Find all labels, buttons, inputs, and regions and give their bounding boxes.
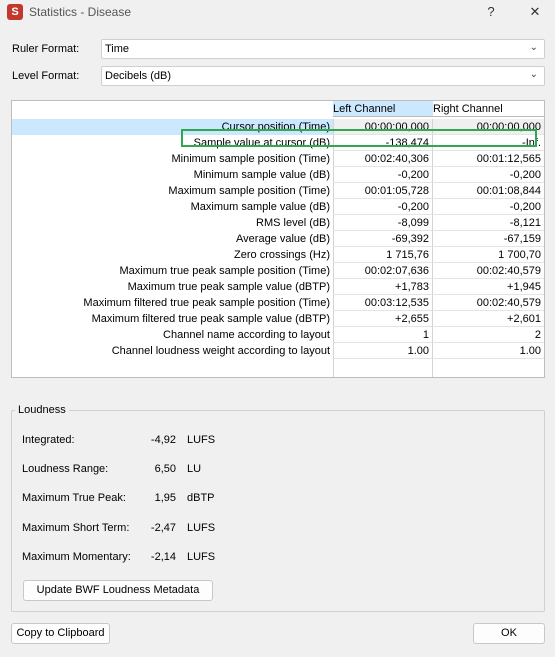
close-button[interactable]: ✕ — [529, 4, 541, 19]
max-true-peak-unit: dBTP — [187, 492, 215, 504]
row-label: Maximum true peak sample position (Time) — [119, 265, 331, 277]
copy-to-clipboard-button[interactable]: Copy to Clipboard — [11, 623, 110, 644]
right-value: -67,159 — [433, 231, 544, 247]
right-value: 1 700,70 — [433, 247, 544, 263]
left-value: +2,655 — [333, 311, 433, 327]
loudness-group-title: Loudness — [15, 404, 69, 416]
level-format-select[interactable]: Decibels (dB) ⌄ — [101, 66, 545, 86]
left-value: 00:01:05,728 — [333, 183, 433, 199]
table-row[interactable]: Channel name according to layout 1 2 — [12, 327, 544, 343]
left-value: 1 — [333, 327, 433, 343]
ruler-format-label: Ruler Format: — [12, 43, 80, 55]
row-label: Zero crossings (Hz) — [234, 249, 330, 261]
max-momentary-value: -2,14 — [150, 551, 176, 563]
app-logo-icon: S — [7, 4, 23, 20]
table-row[interactable]: Average value (dB) -69,392 -67,159 — [12, 231, 544, 247]
left-value: 1 715,76 — [333, 247, 433, 263]
left-value: 00:02:07,636 — [333, 263, 433, 279]
right-value: 00:02:40,579 — [433, 295, 544, 311]
integrated-unit: LUFS — [187, 434, 216, 446]
left-value: 00:00:00,000 — [333, 119, 433, 135]
right-value: +2,601 — [433, 311, 544, 327]
max-short-term-label: Maximum Short Term: — [22, 522, 130, 534]
column-header-right[interactable]: Right Channel — [433, 101, 544, 117]
max-momentary-label: Maximum Momentary: — [22, 551, 131, 563]
right-value: 00:01:08,844 — [433, 183, 544, 199]
help-button[interactable]: ? — [487, 4, 495, 19]
row-label: Channel loudness weight according to lay… — [111, 345, 330, 357]
row-label: Maximum sample value (dB) — [190, 201, 330, 213]
right-value: -Inf. — [433, 135, 544, 151]
right-value: -8,121 — [433, 215, 544, 231]
table-row[interactable]: Maximum true peak sample value (dBTP) +1… — [12, 279, 544, 295]
window-title: Statistics - Disease — [29, 5, 132, 19]
right-value: 1.00 — [433, 343, 544, 359]
update-bwf-button[interactable]: Update BWF Loudness Metadata — [23, 580, 213, 601]
table-row[interactable]: Minimum sample value (dB) -0,200 -0,200 — [12, 167, 544, 183]
table-row[interactable]: Maximum true peak sample position (Time)… — [12, 263, 544, 279]
row-label: Maximum filtered true peak sample positi… — [83, 297, 330, 309]
right-value: 2 — [433, 327, 544, 343]
table-row[interactable]: Maximum filtered true peak sample positi… — [12, 295, 544, 311]
row-label: Channel name according to layout — [163, 329, 330, 341]
ruler-format-select[interactable]: Time ⌄ — [101, 39, 545, 59]
level-format-label: Level Format: — [12, 70, 80, 82]
right-value: 00:02:40,579 — [433, 263, 544, 279]
row-label: Minimum sample value (dB) — [193, 169, 330, 181]
table-row[interactable]: Maximum sample position (Time) 00:01:05,… — [12, 183, 544, 199]
integrated-label: Integrated: — [22, 434, 75, 446]
left-value: -138,474 — [333, 135, 433, 151]
left-value: -0,200 — [333, 167, 433, 183]
loudness-range-unit: LU — [187, 463, 202, 475]
max-true-peak-label: Maximum True Peak: — [22, 492, 126, 504]
row-label: Average value (dB) — [236, 233, 330, 245]
chevron-down-icon: ⌄ — [529, 69, 538, 80]
left-value: 1.00 — [333, 343, 433, 359]
integrated-value: -4,92 — [150, 434, 176, 446]
table-row[interactable]: Zero crossings (Hz) 1 715,76 1 700,70 — [12, 247, 544, 263]
max-true-peak-value: 1,95 — [154, 492, 176, 504]
row-label: Cursor position (Time) — [12, 119, 333, 135]
right-value: -0,200 — [433, 167, 544, 183]
row-label: RMS level (dB) — [256, 217, 330, 229]
left-value: -8,099 — [333, 215, 433, 231]
table-row[interactable]: RMS level (dB) -8,099 -8,121 — [12, 215, 544, 231]
title-bar: S Statistics - Disease ? ✕ — [0, 0, 555, 24]
ruler-format-value: Time — [105, 43, 130, 55]
max-short-term-unit: LUFS — [187, 522, 216, 534]
table-row[interactable]: Cursor position (Time) 00:00:00,000 00:0… — [12, 119, 544, 135]
loudness-range-value: 6,50 — [154, 463, 176, 475]
left-value: -69,392 — [333, 231, 433, 247]
right-value: 00:01:12,565 — [433, 151, 544, 167]
level-format-value: Decibels (dB) — [105, 70, 172, 82]
row-label: Sample value at cursor (dB) — [193, 137, 330, 149]
left-value: -0,200 — [333, 199, 433, 215]
table-row[interactable]: Maximum filtered true peak sample value … — [12, 311, 544, 327]
statistics-table[interactable]: Left Channel Right Channel Cursor positi… — [11, 100, 545, 378]
row-label: Maximum sample position (Time) — [168, 185, 330, 197]
table-row[interactable]: Sample value at cursor (dB) -138,474 -In… — [12, 135, 544, 151]
row-label: Maximum true peak sample value (dBTP) — [127, 281, 330, 293]
max-short-term-value: -2,47 — [150, 522, 176, 534]
row-label: Maximum filtered true peak sample value … — [91, 313, 330, 325]
column-header-left[interactable]: Left Channel — [333, 101, 433, 117]
left-value: +1,783 — [333, 279, 433, 295]
max-momentary-unit: LUFS — [187, 551, 216, 563]
loudness-group — [11, 410, 545, 612]
left-value: 00:03:12,535 — [333, 295, 433, 311]
row-label: Minimum sample position (Time) — [171, 153, 330, 165]
right-value: 00:00:00,000 — [433, 119, 544, 135]
chevron-down-icon: ⌄ — [529, 42, 538, 53]
left-value: 00:02:40,306 — [333, 151, 433, 167]
table-row[interactable]: Channel loudness weight according to lay… — [12, 343, 544, 359]
ok-button[interactable]: OK — [473, 623, 545, 644]
right-value: +1,945 — [433, 279, 544, 295]
empty-row-filler — [333, 359, 433, 377]
table-row[interactable]: Maximum sample value (dB) -0,200 -0,200 — [12, 199, 544, 215]
right-value: -0,200 — [433, 199, 544, 215]
table-row[interactable]: Minimum sample position (Time) 00:02:40,… — [12, 151, 544, 167]
loudness-range-label: Loudness Range: — [22, 463, 109, 475]
